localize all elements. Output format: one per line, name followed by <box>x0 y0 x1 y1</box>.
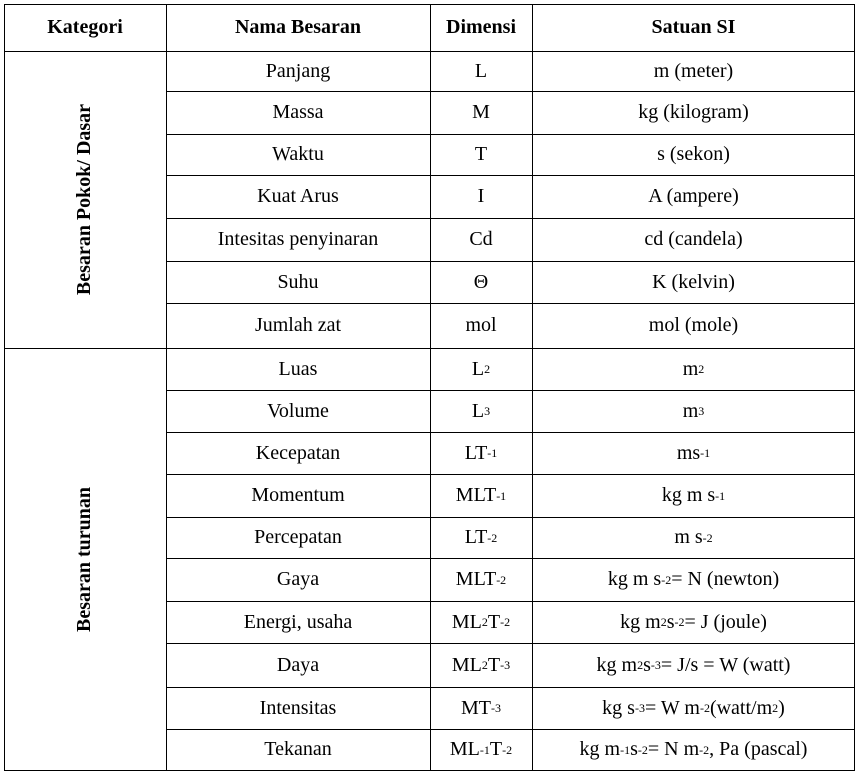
table-border-vertical <box>166 4 167 771</box>
row-divider <box>166 729 855 730</box>
row-divider <box>166 558 855 559</box>
cell-dimensi: Θ <box>473 270 489 293</box>
table-border-horizontal <box>4 51 855 52</box>
cell-nama-besaran: Percepatan <box>254 526 342 548</box>
cell-dimensi: ML 2 T -2 <box>451 610 511 633</box>
cell-nama-besaran: Panjang <box>265 59 331 82</box>
table-row: Luas L 2 m 2 <box>4 348 855 390</box>
cell-nama-besaran: Suhu <box>277 270 319 293</box>
cell-dimensi: ML 2 T -3 <box>451 653 511 676</box>
table-row: Gaya MLT -2 kg m s -2 = N (newton) <box>4 558 855 601</box>
row-divider <box>166 643 855 644</box>
cell-satuan-si: mol (mole) <box>648 314 739 336</box>
table-row: Kecepatan LT -1 ms -1 <box>4 432 855 474</box>
cell-dimensi: T <box>474 143 488 165</box>
table-row: Suhu Θ K (kelvin) <box>4 261 855 303</box>
table-border-horizontal <box>4 348 855 349</box>
table-row: Tekanan ML -1 T -2 kg m -1 s -2 = N m -2, Pa (pa… <box>4 729 855 770</box>
cell-dimensi: mol <box>465 314 497 336</box>
cell-dimensi: Cd <box>469 228 493 250</box>
table-row: Intensitas MT -3 kg s -3 = W m -2 (watt/m 2) <box>4 687 855 729</box>
cell-nama-besaran: Massa <box>272 101 324 123</box>
cell-nama-besaran: Volume <box>267 399 329 422</box>
table-row: Jumlah zat mol mol (mole) <box>4 303 855 348</box>
cell-dimensi: MLT -2 <box>455 568 507 590</box>
cell-dimensi: MLT -1 <box>455 484 507 506</box>
cell-satuan-si: cd (candela) <box>644 228 743 250</box>
row-divider <box>166 303 855 304</box>
header-nama-besaran: Nama Besaran <box>234 16 362 38</box>
cell-nama-besaran: Energi, usaha <box>243 610 353 633</box>
cell-satuan-si: m (meter) <box>653 59 734 82</box>
cell-nama-besaran: Daya <box>276 653 320 676</box>
cell-satuan-si: kg m s -1 <box>661 484 726 506</box>
table-border-vertical <box>430 4 431 771</box>
row-divider <box>166 687 855 688</box>
cell-nama-besaran: Waktu <box>272 143 324 165</box>
cell-satuan-si: kg (kilogram) <box>638 101 749 123</box>
cell-satuan-si: kg m -1 s -2 = N m -2, Pa (pascal) <box>579 738 808 760</box>
cell-nama-besaran: Kecepatan <box>255 441 341 464</box>
header-kategori: Kategori <box>47 16 123 38</box>
table-border-vertical <box>532 4 533 771</box>
row-divider <box>166 474 855 475</box>
cell-satuan-si: ms -1 <box>676 441 711 464</box>
cell-satuan-si: K (kelvin) <box>652 270 735 293</box>
cell-satuan-si: kg s -3 = W m -2 (watt/m 2) <box>602 696 785 719</box>
cell-satuan-si: kg m s -2 = N (newton) <box>607 568 780 590</box>
table-row: Intesitas penyinaran Cd cd (candela) <box>4 218 855 261</box>
cell-dimensi: LT -1 <box>464 441 498 464</box>
cell-dimensi: I <box>477 185 485 207</box>
row-divider <box>166 175 855 176</box>
table-header-row: Kategori Nama Besaran Dimensi Satuan SI <box>4 4 855 51</box>
cell-satuan-si: m s -2 <box>674 526 713 548</box>
row-divider <box>166 218 855 219</box>
row-divider <box>166 134 855 135</box>
row-divider <box>166 390 855 391</box>
cell-dimensi: LT -2 <box>464 526 498 548</box>
cell-dimensi: M <box>472 101 490 123</box>
cell-nama-besaran: Tekanan <box>264 738 332 760</box>
cell-dimensi: MT -3 <box>461 696 501 719</box>
cell-dimensi: ML -1 T -2 <box>449 738 513 760</box>
row-divider <box>166 261 855 262</box>
cell-nama-besaran: Momentum <box>251 484 345 506</box>
table-border-vertical <box>4 4 5 771</box>
table-row: Kuat Arus I A (ampere) <box>4 175 855 218</box>
row-divider <box>166 91 855 92</box>
row-divider <box>166 601 855 602</box>
cell-nama-besaran: Intensitas <box>259 696 337 719</box>
cell-satuan-si: s (sekon) <box>657 143 730 165</box>
cell-satuan-si: A (ampere) <box>648 185 739 207</box>
cell-nama-besaran: Luas <box>278 357 318 380</box>
header-dimensi: Dimensi <box>446 16 516 38</box>
table-row: Momentum MLT -1 kg m s -1 <box>4 474 855 517</box>
cell-dimensi: L <box>474 59 488 82</box>
cell-nama-besaran: Jumlah zat <box>254 314 342 336</box>
header-satuan-si: Satuan SI <box>651 16 736 38</box>
row-divider <box>166 517 855 518</box>
cell-nama-besaran: Intesitas penyinaran <box>217 228 379 250</box>
row-divider <box>166 432 855 433</box>
table-border-vertical <box>854 4 855 771</box>
cell-nama-besaran: Gaya <box>276 568 320 590</box>
table-border-horizontal <box>4 4 855 5</box>
table-row: Percepatan LT -2 m s -2 <box>4 517 855 558</box>
cell-nama-besaran: Kuat Arus <box>257 185 339 207</box>
table-row: Volume L 3 m 3 <box>4 390 855 432</box>
